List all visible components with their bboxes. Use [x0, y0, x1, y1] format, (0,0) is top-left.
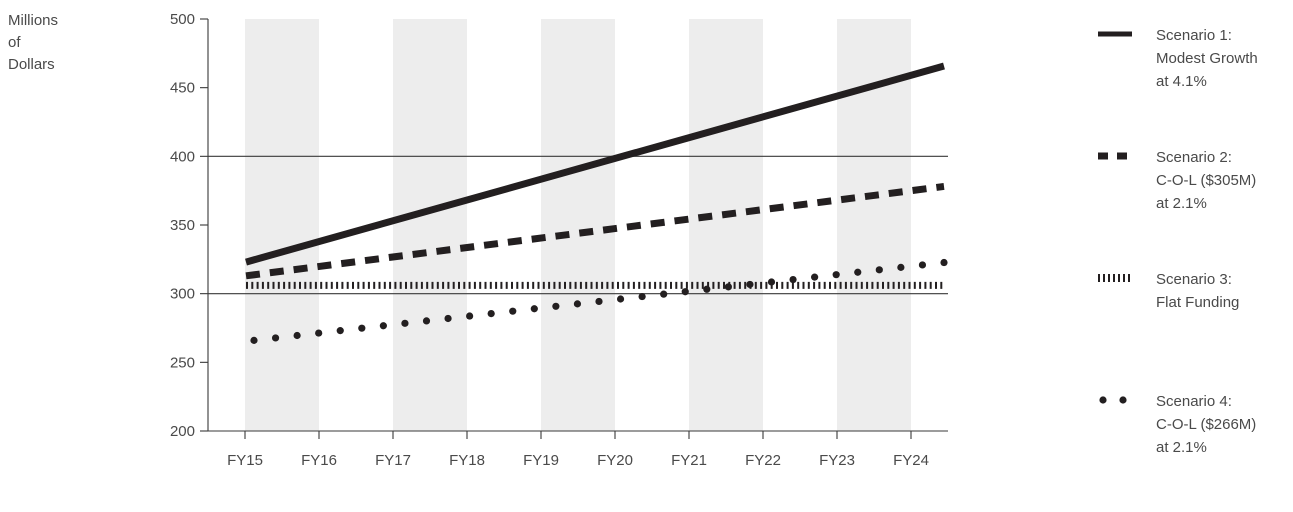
series-point	[552, 302, 560, 310]
series-point	[918, 261, 927, 269]
shaded-bands	[245, 19, 911, 431]
y-tick-label: 450	[170, 80, 195, 97]
series-point	[897, 263, 905, 271]
legend-swatch-dashed	[1098, 152, 1132, 160]
series-point	[250, 336, 258, 344]
series-point	[789, 275, 797, 284]
legend-label: Scenario 3: Flat Funding	[1156, 268, 1239, 314]
shaded-band	[393, 19, 467, 431]
series-point	[767, 278, 776, 286]
legend-label-line: Flat Funding	[1156, 294, 1240, 311]
legend-label: Scenario 1: Modest Growth at 4.1%	[1156, 24, 1258, 93]
series-point	[422, 317, 431, 325]
x-tick-label: FY23	[819, 452, 855, 469]
series-line-solid	[245, 62, 945, 266]
legend-label: Scenario 2: C-O-L ($305M) at 2.1%	[1156, 146, 1256, 215]
series-point	[358, 324, 366, 332]
legend-item-scenario-1: Scenario 1: Modest Growth at 4.1%	[1098, 24, 1293, 146]
x-tick-label: FY21	[671, 452, 707, 469]
reference-lines	[208, 155, 948, 295]
legend-item-scenario-4: Scenario 4: C-O-L ($266M) at 2.1%	[1098, 390, 1293, 512]
legend-label-line: Scenario 4:	[1156, 393, 1232, 410]
y-tick-label: 500	[170, 11, 195, 28]
y-tick-label: 300	[170, 286, 195, 303]
y-axis-label-line: Dollars	[8, 56, 55, 73]
legend-item-scenario-3: Scenario 3: Flat Funding	[1098, 268, 1293, 390]
legend-swatch-hatched	[1098, 274, 1132, 282]
series-point	[703, 285, 711, 293]
legend-label-line: Scenario 3:	[1156, 271, 1232, 288]
legend-label-line: at 2.1%	[1156, 439, 1207, 456]
series-point	[509, 307, 517, 315]
series-point	[466, 312, 474, 320]
y-tick-label: 250	[170, 354, 195, 371]
x-tick-label: FY18	[449, 452, 485, 469]
series-point	[854, 268, 862, 276]
legend-swatch-dotted	[1099, 396, 1127, 404]
series-point	[573, 300, 582, 308]
legend-label-line: at 4.1%	[1156, 73, 1207, 90]
legend: Scenario 1: Modest Growth at 4.1% Scenar…	[1098, 24, 1293, 512]
x-tick-label: FY19	[523, 452, 559, 469]
series-point	[746, 280, 754, 289]
series-layer	[245, 62, 948, 344]
series-point	[660, 290, 668, 298]
series-point	[832, 271, 840, 279]
series-point	[336, 327, 344, 335]
y-axis-label: Millions of Dollars	[8, 10, 88, 76]
x-tick-label: FY17	[375, 452, 411, 469]
series-point	[616, 295, 625, 303]
series-point	[875, 266, 883, 274]
legend-swatch-solid	[1098, 31, 1132, 37]
series-point	[595, 297, 603, 306]
legend-label: Scenario 4: C-O-L ($266M) at 2.1%	[1156, 390, 1256, 459]
shaded-band	[245, 19, 319, 431]
series-point	[271, 334, 280, 342]
legend-item-scenario-2: Scenario 2: C-O-L ($305M) at 2.1%	[1098, 146, 1293, 268]
x-tick-label: FY16	[301, 452, 337, 469]
series-point	[724, 283, 732, 291]
legend-label-line: Modest Growth	[1156, 50, 1258, 67]
y-axis-label-line: of	[8, 34, 21, 51]
series-point	[293, 331, 301, 340]
series-point	[530, 305, 538, 313]
series-point	[811, 273, 819, 281]
legend-label-line: at 2.1%	[1156, 195, 1207, 212]
y-axis-label-line: Millions	[8, 12, 59, 29]
y-tick-label: 200	[170, 423, 195, 440]
chart: 200 250 300 350 400 450 500 FY15 FY16 FY17 FY18 FY1…	[170, 11, 948, 469]
x-tick-label: FY22	[745, 452, 781, 469]
y-tick-label: 400	[170, 148, 195, 165]
legend-label-line: Scenario 1:	[1156, 27, 1232, 44]
y-tick-label: 350	[170, 217, 195, 234]
series-point	[681, 288, 689, 296]
shaded-band	[689, 19, 763, 431]
x-tick-label: FY15	[227, 452, 263, 469]
series-point	[379, 322, 387, 330]
series-point	[401, 319, 409, 327]
series-point	[444, 314, 452, 323]
legend-label-line: C-O-L ($305M)	[1156, 172, 1257, 189]
shaded-band	[541, 19, 615, 431]
x-tick-label: FY24	[893, 452, 929, 469]
series-line-dashed	[245, 182, 945, 280]
legend-label-line: C-O-L ($266M)	[1156, 416, 1257, 433]
series-point	[315, 329, 323, 337]
tick-labels: 200 250 300 350 400 450 500 FY15 FY16 FY17 FY18 FY1…	[170, 11, 929, 469]
series-point	[638, 292, 646, 301]
series-point	[940, 258, 948, 267]
x-tick-label: FY20	[597, 452, 633, 469]
series-point	[487, 310, 495, 318]
legend-label-line: Scenario 2:	[1156, 149, 1232, 166]
